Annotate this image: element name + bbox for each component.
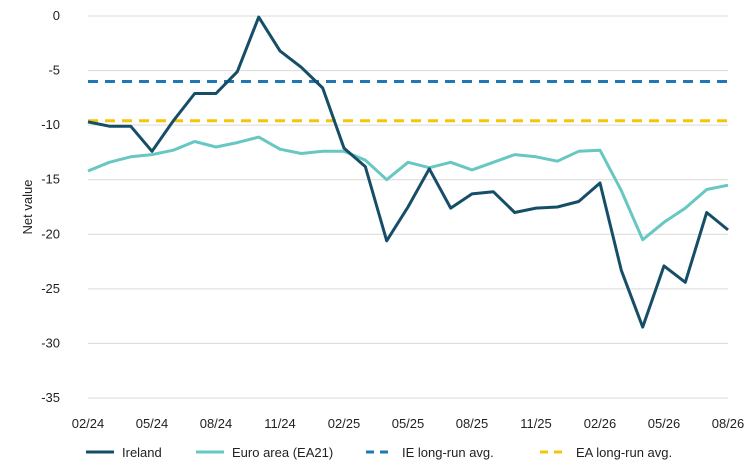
x-tick-label: 08/24: [200, 416, 233, 431]
x-tick-label: 05/25: [392, 416, 425, 431]
legend-label: EA long-run avg.: [576, 445, 672, 460]
x-tick-label: 05/24: [136, 416, 169, 431]
legend-label: Euro area (EA21): [232, 445, 333, 460]
x-axis-ticks: 02/24 05/24 08/24 11/24 02/25 05/25 08/25 11/25…: [72, 416, 745, 431]
series-line-euro-area-ea21: [87, 135, 729, 242]
x-tick-label: 02/26: [584, 416, 617, 431]
y-tick-label: -20: [41, 226, 60, 241]
y-tick-label: 0: [53, 8, 60, 23]
legend-label: IE long-run avg.: [402, 445, 494, 460]
x-tick-label: 02/25: [328, 416, 361, 431]
x-tick-label: 05/26: [648, 416, 681, 431]
y-tick-label: -15: [41, 172, 60, 187]
y-tick-label: -35: [41, 390, 60, 405]
y-tick-label: -5: [48, 63, 60, 78]
x-tick-label: 08/25: [456, 416, 489, 431]
series-lines: [87, 15, 729, 329]
y-tick-label: -30: [41, 335, 60, 350]
y-tick-label: -25: [41, 281, 60, 296]
x-tick-label: 08/26: [712, 416, 745, 431]
x-tick-label: 11/25: [520, 416, 552, 431]
gridlines: [88, 15, 728, 399]
x-tick-label: 11/24: [264, 416, 296, 431]
x-tick-label: 02/24: [72, 416, 105, 431]
y-axis-ticks: 0 -5 -10 -15 -20 -25 -30 -35: [41, 8, 60, 405]
y-tick-label: -10: [41, 117, 60, 132]
series-line-ireland: [87, 15, 729, 329]
y-axis-label: Net value: [20, 180, 35, 235]
legend: Ireland Euro area (EA21) IE long-run avg. E…: [86, 445, 672, 460]
legend-label: Ireland: [122, 445, 162, 460]
